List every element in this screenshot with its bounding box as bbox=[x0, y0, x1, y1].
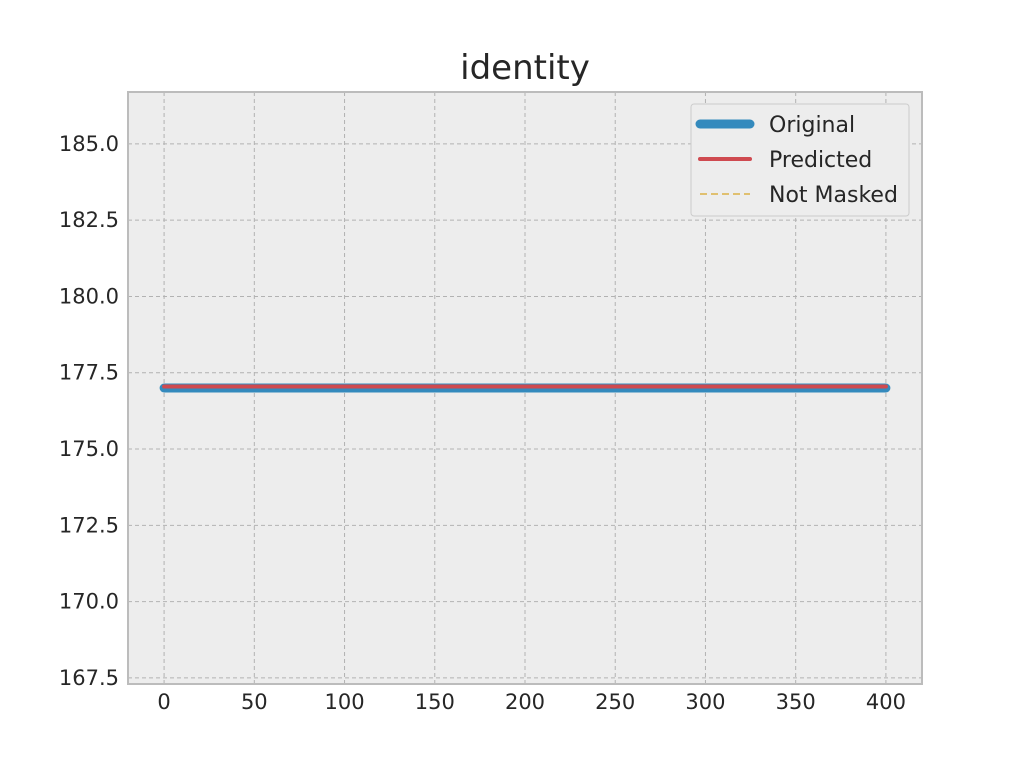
x-tick-label: 200 bbox=[505, 690, 545, 714]
x-tick-label: 300 bbox=[685, 690, 725, 714]
y-tick-label: 182.5 bbox=[59, 208, 119, 232]
y-tick-label: 185.0 bbox=[59, 132, 119, 156]
x-tick-label: 0 bbox=[157, 690, 170, 714]
legend: Original Predicted Not Masked bbox=[690, 103, 910, 217]
x-tick-label: 350 bbox=[776, 690, 816, 714]
x-tick-label: 150 bbox=[415, 690, 455, 714]
x-tick-label: 100 bbox=[324, 690, 364, 714]
series-layer bbox=[159, 383, 891, 393]
y-tick-label: 177.5 bbox=[59, 361, 119, 385]
y-tick-label: 172.5 bbox=[59, 513, 119, 537]
x-axis: 0 50 100 150 200 250 300 350 400 bbox=[157, 690, 906, 714]
legend-box bbox=[690, 103, 910, 217]
x-tick-label: 50 bbox=[241, 690, 268, 714]
y-tick-label: 180.0 bbox=[59, 284, 119, 308]
legend-label: Not Masked bbox=[769, 183, 898, 208]
plot-frame bbox=[127, 91, 923, 685]
y-tick-label: 167.5 bbox=[59, 666, 119, 690]
x-tick-label: 250 bbox=[595, 690, 635, 714]
legend-label: Original bbox=[769, 113, 855, 138]
legend-label: Predicted bbox=[769, 148, 872, 173]
x-tick-label: 400 bbox=[866, 690, 906, 714]
chart-title: identity bbox=[460, 48, 590, 88]
y-tick-label: 170.0 bbox=[59, 590, 119, 614]
y-axis: 167.5 170.0 172.5 175.0 177.5 180.0 182.5 185.0 bbox=[59, 132, 119, 690]
y-tick-label: 175.0 bbox=[59, 437, 119, 461]
